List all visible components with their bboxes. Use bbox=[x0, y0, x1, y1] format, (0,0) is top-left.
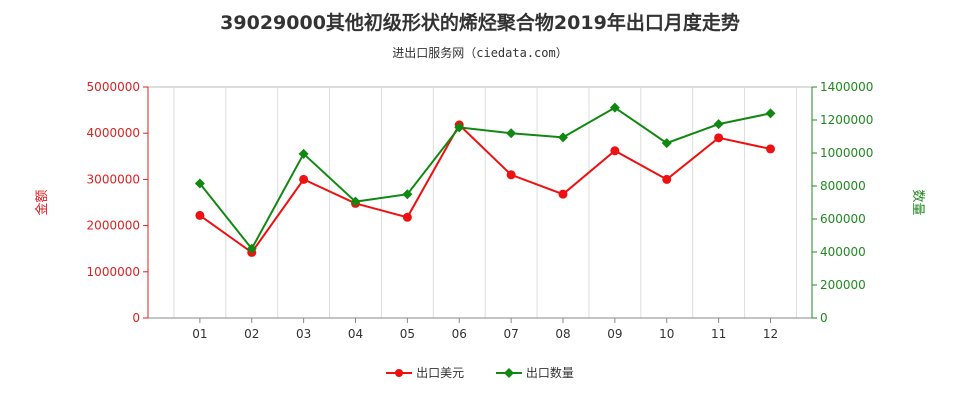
x-tick-label: 06 bbox=[452, 327, 467, 341]
data-point-amount bbox=[506, 170, 516, 180]
data-point-quantity bbox=[558, 132, 568, 143]
x-tick-label: 05 bbox=[400, 327, 415, 341]
data-point-quantity bbox=[765, 108, 776, 119]
x-tick-label: 09 bbox=[607, 327, 622, 341]
x-tick-label: 03 bbox=[296, 327, 311, 341]
data-point-amount bbox=[558, 189, 568, 199]
data-point-quantity bbox=[402, 189, 413, 200]
y-tick-label-left: 5000000 bbox=[87, 80, 140, 94]
y-tick-label-right: 400000 bbox=[820, 245, 866, 259]
y-tick-label-right: 0 bbox=[820, 311, 828, 325]
chart-title: 39029000其他初级形状的烯烃聚合物2019年出口月度走势 bbox=[220, 12, 740, 34]
plot-border bbox=[147, 86, 813, 319]
data-point-quantity bbox=[454, 122, 465, 133]
data-point-amount bbox=[610, 146, 620, 156]
x-tick-label: 12 bbox=[763, 327, 778, 341]
x-tick-label: 08 bbox=[555, 327, 570, 341]
y-tick-label-right: 800000 bbox=[820, 179, 866, 193]
y-tick-label-left: 0 bbox=[132, 311, 140, 325]
y-axis-left-label: 金额 bbox=[34, 189, 50, 215]
data-point-amount bbox=[714, 133, 724, 143]
y-tick-label-right: 600000 bbox=[820, 212, 866, 226]
x-tick-label: 04 bbox=[348, 327, 363, 341]
y-tick-label-left: 1000000 bbox=[87, 265, 140, 279]
x-tick-label: 11 bbox=[711, 327, 726, 341]
legend: 出口美元 出口数量 bbox=[0, 364, 960, 382]
data-point-quantity bbox=[246, 243, 257, 254]
x-tick-label: 02 bbox=[244, 327, 259, 341]
y-tick-label-left: 2000000 bbox=[87, 219, 140, 233]
legend-item-amount[interactable]: 出口美元 bbox=[386, 364, 464, 381]
y-tick-label-right: 1400000 bbox=[820, 80, 873, 94]
data-point-amount bbox=[299, 174, 309, 184]
data-point-quantity bbox=[661, 138, 672, 149]
x-tick-label: 07 bbox=[503, 327, 518, 341]
y-tick-label-right: 200000 bbox=[820, 278, 866, 292]
y-tick-label-left: 3000000 bbox=[87, 172, 140, 186]
data-point-quantity bbox=[506, 128, 517, 139]
data-point-quantity bbox=[713, 119, 724, 130]
series-line-quantity bbox=[199, 106, 771, 251]
data-point-amount bbox=[766, 144, 775, 154]
y-tick-label-right: 1000000 bbox=[820, 146, 873, 160]
data-point-quantity bbox=[298, 148, 309, 159]
data-point-amount bbox=[402, 212, 412, 222]
data-point-quantity bbox=[609, 102, 620, 113]
y-tick-label-left: 4000000 bbox=[87, 126, 140, 140]
series-line-amount bbox=[199, 123, 771, 254]
legend-label-quantity: 出口数量 bbox=[525, 366, 574, 380]
data-point-amount bbox=[662, 174, 672, 184]
legend-label-amount: 出口美元 bbox=[416, 366, 465, 380]
legend-item-quantity[interactable]: 出口数量 bbox=[495, 364, 574, 381]
data-point-quantity bbox=[194, 178, 205, 189]
chart-subtitle: 进出口服务网（ciedata.com） bbox=[392, 46, 568, 60]
data-point-quantity bbox=[350, 196, 361, 207]
data-point-amount bbox=[195, 210, 205, 220]
legend-swatch-amount bbox=[386, 368, 413, 377]
x-tick-label: 10 bbox=[659, 327, 674, 341]
y-tick-label-right: 1200000 bbox=[820, 113, 873, 127]
legend-swatch-quantity bbox=[495, 367, 522, 378]
y-axis-right-label: 数量 bbox=[910, 189, 925, 215]
x-tick-label: 01 bbox=[192, 327, 207, 341]
